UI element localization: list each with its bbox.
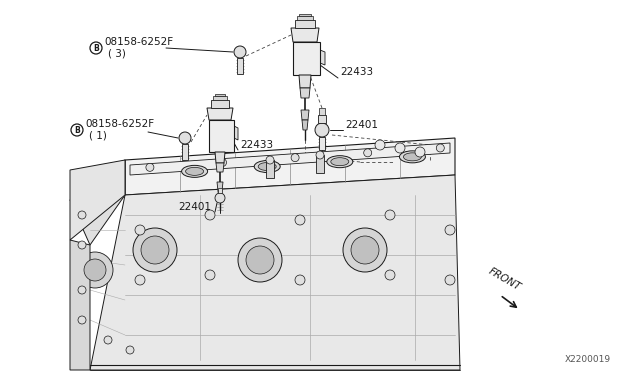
Polygon shape	[300, 88, 310, 98]
Circle shape	[364, 149, 372, 157]
Circle shape	[246, 246, 274, 274]
Circle shape	[445, 275, 455, 285]
Ellipse shape	[182, 166, 207, 177]
Circle shape	[179, 132, 191, 144]
Circle shape	[375, 140, 385, 150]
Text: FRONT: FRONT	[487, 266, 523, 292]
Polygon shape	[302, 120, 308, 130]
Circle shape	[78, 286, 86, 294]
Polygon shape	[217, 182, 223, 191]
Circle shape	[104, 336, 112, 344]
Polygon shape	[182, 144, 188, 160]
Circle shape	[415, 147, 425, 157]
Ellipse shape	[258, 163, 276, 170]
Circle shape	[141, 236, 169, 264]
Polygon shape	[70, 160, 125, 240]
Polygon shape	[316, 155, 324, 173]
Circle shape	[234, 46, 246, 58]
Circle shape	[84, 259, 106, 281]
Polygon shape	[299, 14, 311, 16]
Circle shape	[133, 228, 177, 272]
Polygon shape	[70, 160, 125, 245]
Text: ( 3): ( 3)	[108, 48, 126, 58]
Ellipse shape	[331, 158, 349, 166]
Polygon shape	[293, 42, 320, 75]
Polygon shape	[218, 188, 222, 193]
Circle shape	[315, 123, 329, 137]
Circle shape	[295, 215, 305, 225]
Circle shape	[385, 270, 395, 280]
Polygon shape	[209, 120, 234, 152]
Text: 08158-6252F: 08158-6252F	[85, 119, 154, 129]
Polygon shape	[295, 20, 315, 28]
Circle shape	[266, 156, 274, 164]
Circle shape	[343, 228, 387, 272]
Circle shape	[77, 252, 113, 288]
Circle shape	[238, 238, 282, 282]
Ellipse shape	[399, 151, 426, 163]
Circle shape	[316, 151, 324, 159]
Polygon shape	[70, 240, 90, 370]
Circle shape	[218, 158, 227, 167]
Ellipse shape	[403, 153, 421, 161]
Circle shape	[445, 225, 455, 235]
Text: 22401: 22401	[345, 120, 378, 130]
Circle shape	[78, 241, 86, 249]
Polygon shape	[213, 96, 227, 100]
Polygon shape	[90, 175, 460, 370]
Circle shape	[146, 163, 154, 171]
Polygon shape	[301, 110, 309, 120]
Circle shape	[135, 225, 145, 235]
Polygon shape	[318, 115, 326, 123]
Circle shape	[436, 144, 444, 152]
Circle shape	[205, 270, 215, 280]
Circle shape	[291, 154, 299, 162]
Text: 22401: 22401	[178, 202, 211, 212]
Polygon shape	[215, 94, 225, 96]
Text: 22433: 22433	[240, 140, 273, 150]
Polygon shape	[319, 108, 325, 115]
Circle shape	[351, 236, 379, 264]
Polygon shape	[207, 108, 233, 120]
Polygon shape	[299, 75, 311, 88]
Text: B: B	[93, 44, 99, 53]
Polygon shape	[125, 138, 455, 195]
Circle shape	[295, 275, 305, 285]
Circle shape	[205, 210, 215, 220]
Polygon shape	[130, 143, 450, 175]
Text: B: B	[74, 126, 80, 135]
Ellipse shape	[186, 167, 204, 175]
Circle shape	[135, 275, 145, 285]
Circle shape	[78, 211, 86, 219]
Text: ( 1): ( 1)	[89, 130, 107, 140]
Polygon shape	[216, 163, 224, 172]
Polygon shape	[291, 28, 319, 42]
Circle shape	[395, 143, 405, 153]
Text: 22433: 22433	[340, 67, 373, 77]
Polygon shape	[297, 16, 313, 20]
Circle shape	[78, 316, 86, 324]
Polygon shape	[319, 137, 325, 150]
Polygon shape	[237, 58, 243, 74]
Circle shape	[215, 193, 225, 203]
Polygon shape	[211, 100, 229, 108]
Polygon shape	[215, 152, 225, 163]
Text: 08158-6252F: 08158-6252F	[104, 37, 173, 47]
Polygon shape	[234, 126, 238, 140]
Circle shape	[126, 346, 134, 354]
Polygon shape	[218, 191, 222, 200]
Text: X2200019: X2200019	[565, 355, 611, 364]
Polygon shape	[320, 50, 325, 65]
Polygon shape	[266, 160, 274, 178]
Circle shape	[385, 210, 395, 220]
Ellipse shape	[327, 155, 353, 168]
Ellipse shape	[254, 161, 280, 173]
